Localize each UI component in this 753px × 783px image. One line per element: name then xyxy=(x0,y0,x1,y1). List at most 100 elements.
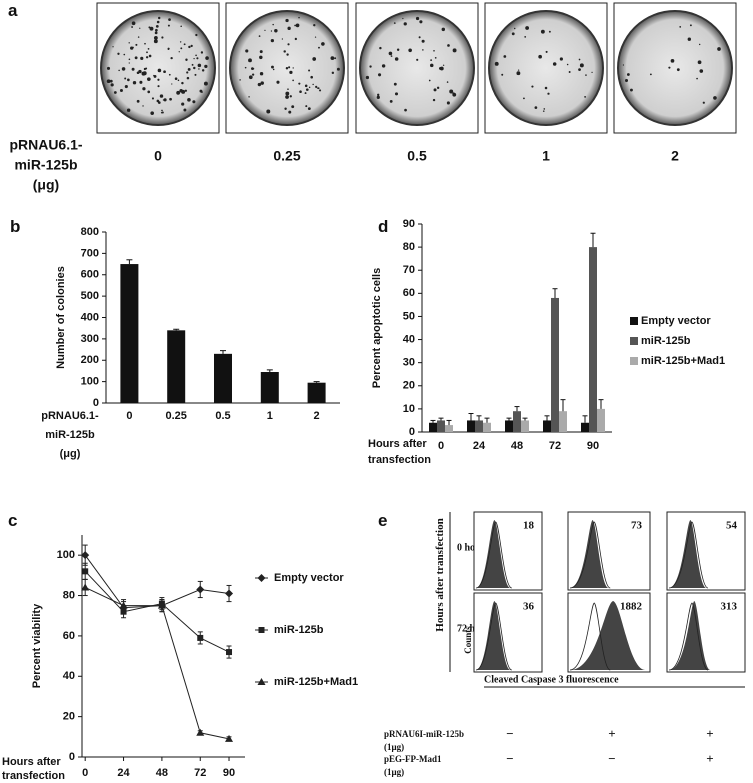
colony xyxy=(503,55,507,58)
colony xyxy=(433,88,437,92)
dose-label: 0.5 xyxy=(407,148,427,164)
y-tick-label: 20 xyxy=(63,711,75,723)
colony xyxy=(259,55,263,60)
bar xyxy=(589,247,597,432)
y-tick-label: 0 xyxy=(69,751,75,763)
colony xyxy=(174,77,178,80)
colony xyxy=(446,101,450,105)
colony xyxy=(128,62,130,64)
colony xyxy=(163,70,166,74)
colony xyxy=(177,79,180,82)
colony xyxy=(159,94,164,98)
marker xyxy=(197,634,204,641)
colony xyxy=(119,88,123,92)
colony xyxy=(180,47,183,50)
colony xyxy=(167,47,170,50)
bar xyxy=(445,425,453,432)
colony xyxy=(181,81,184,85)
colony xyxy=(109,79,113,83)
colony xyxy=(205,56,209,60)
colony xyxy=(167,24,170,27)
histogram-control xyxy=(475,521,513,589)
histogram-control xyxy=(668,521,709,589)
x-axis-title: transfection xyxy=(368,454,431,466)
colony xyxy=(168,18,171,21)
x-tick-label: 2 xyxy=(314,410,320,422)
panel-label: b xyxy=(10,217,20,236)
y-tick-label: 700 xyxy=(81,247,99,259)
bar xyxy=(167,330,186,403)
dose-label: 0.25 xyxy=(273,148,300,164)
colony xyxy=(670,58,675,63)
x-axis-title: Hours after xyxy=(368,438,427,450)
histogram-control xyxy=(668,602,709,671)
y-tick-label: 60 xyxy=(403,287,415,299)
bar xyxy=(505,420,513,432)
dose-label: 1 xyxy=(542,148,550,164)
colony xyxy=(148,54,152,58)
x-tick-label: 0.5 xyxy=(215,410,230,422)
colony xyxy=(264,29,266,31)
condition-sign: + xyxy=(608,726,615,741)
colony xyxy=(416,58,419,61)
colony xyxy=(110,83,114,87)
bar xyxy=(120,264,139,403)
marker xyxy=(225,589,234,598)
colony xyxy=(113,91,117,94)
colony xyxy=(585,74,587,76)
colony xyxy=(312,83,314,86)
bar xyxy=(513,411,521,432)
colony xyxy=(298,16,300,19)
colony xyxy=(434,56,437,59)
colony xyxy=(106,66,111,70)
series-line xyxy=(84,554,230,609)
colony xyxy=(271,65,274,69)
colony xyxy=(270,38,274,43)
colony xyxy=(186,71,189,74)
colony xyxy=(270,30,273,32)
colony xyxy=(523,97,525,100)
x-axis-title: pRNAU6.1- xyxy=(41,410,99,422)
colony xyxy=(184,89,188,92)
y-tick-label: 30 xyxy=(403,357,415,369)
y-tick-label: 100 xyxy=(57,549,75,561)
bar xyxy=(214,353,232,403)
marker xyxy=(196,728,205,736)
colony xyxy=(534,106,538,110)
y-tick-label: 10 xyxy=(403,403,415,415)
colony xyxy=(121,67,126,71)
colony xyxy=(289,70,293,75)
colony xyxy=(294,24,297,27)
colony xyxy=(334,57,337,60)
colony xyxy=(181,102,185,106)
legend-label: Empty vector xyxy=(641,315,711,327)
colony xyxy=(388,51,393,56)
mfi-value: 54 xyxy=(726,520,738,532)
y-tick-label: 800 xyxy=(81,226,99,238)
colony xyxy=(552,62,557,66)
condition-label: pRNAU6I-miR-125b xyxy=(384,729,464,739)
colony xyxy=(696,77,698,80)
colony xyxy=(668,66,671,69)
legend-label: miR-125b xyxy=(274,624,324,636)
marker xyxy=(81,551,90,560)
colony xyxy=(626,73,630,76)
colony xyxy=(287,26,291,31)
colony xyxy=(198,68,200,70)
colony xyxy=(131,67,135,71)
x-tick-label: 72 xyxy=(549,440,561,452)
colony xyxy=(266,109,271,114)
colony xyxy=(124,77,127,80)
colony xyxy=(285,95,289,99)
colony xyxy=(308,69,311,72)
colony xyxy=(195,33,198,37)
condition-sign: − xyxy=(506,726,513,741)
colony xyxy=(513,27,516,30)
legend-label: miR-125b+Mad1 xyxy=(641,355,725,367)
colony xyxy=(365,75,370,80)
colony xyxy=(123,53,126,56)
colony xyxy=(305,105,308,108)
colony xyxy=(408,48,412,53)
colony xyxy=(579,63,584,68)
colony xyxy=(199,64,201,67)
